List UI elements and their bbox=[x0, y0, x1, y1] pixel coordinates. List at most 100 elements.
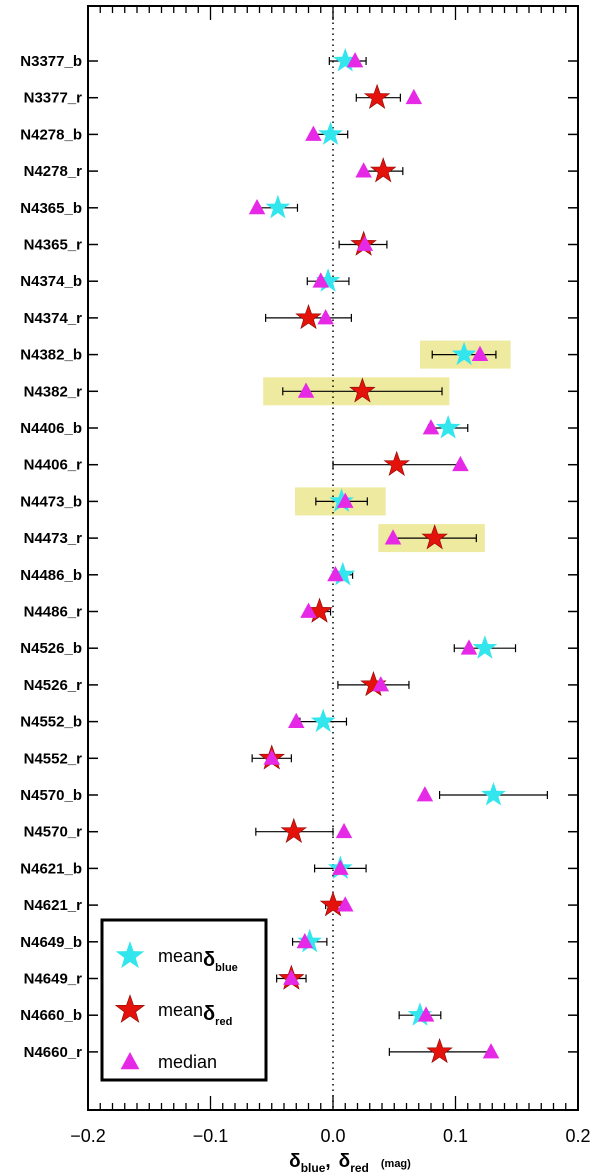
median-triangle-N4365_b bbox=[248, 198, 266, 215]
row-label-N4649_b: N4649_b bbox=[20, 934, 82, 951]
median-triangle-N3377_b bbox=[346, 52, 364, 68]
row-label-N4486_r: N4486_r bbox=[24, 604, 83, 621]
markers bbox=[248, 48, 506, 1064]
median-triangle-N4660_b bbox=[417, 1006, 435, 1022]
mean-star-N4486_b bbox=[330, 561, 356, 586]
row-label-N4486_b: N4486_b bbox=[20, 567, 82, 584]
row-label-N4365_b: N4365_b bbox=[20, 200, 82, 217]
median-triangle-N4526_b bbox=[460, 639, 478, 655]
x-axis-label-delta: δ bbox=[289, 1151, 301, 1172]
median-triangle-N4406_b bbox=[422, 419, 440, 435]
row-label-N4278_r: N4278_r bbox=[24, 163, 83, 180]
x-tick-label: 0.1 bbox=[443, 1126, 468, 1146]
legend-marker-mean_blue bbox=[115, 941, 145, 969]
mean-star-N4406_r bbox=[383, 450, 410, 476]
mean-star-N3377_b bbox=[332, 48, 358, 72]
mean-star-N4278_b bbox=[318, 121, 343, 145]
row-label-N4278_b: N4278_b bbox=[20, 126, 82, 143]
median-triangle-N4278_b bbox=[305, 125, 322, 141]
median-triangle-N4486_r bbox=[300, 602, 317, 618]
median-triangle-N4473_r bbox=[384, 529, 402, 545]
median-triangle-N4486_b bbox=[327, 565, 344, 582]
row-label-N3377_b: N3377_b bbox=[20, 53, 82, 70]
mean-star-N4406_b bbox=[435, 415, 461, 439]
mean-star-N4382_r bbox=[349, 377, 376, 403]
row-label-N4660_b: N4660_b bbox=[20, 1007, 82, 1024]
median-triangle-N4406_r bbox=[452, 455, 469, 472]
row-label-N4374_b: N4374_b bbox=[20, 273, 82, 290]
x-axis-label-unit: (mag) bbox=[381, 1158, 411, 1170]
median-triangle-N4374_b bbox=[312, 272, 329, 288]
plot-frame bbox=[87, 5, 579, 1111]
mean-star-N4278_r bbox=[369, 157, 397, 183]
legend-label-median: median bbox=[158, 1052, 217, 1072]
row-label-N4473_r: N4473_r bbox=[24, 530, 83, 547]
mean-star-N4365_b bbox=[265, 194, 291, 219]
row-label-N4649_r: N4649_r bbox=[24, 971, 83, 988]
mean-star-N4382_b bbox=[451, 341, 477, 366]
median-triangle-N4278_r bbox=[355, 162, 372, 178]
mean-star-N4526_b bbox=[472, 635, 498, 659]
mean-star-N4621_r bbox=[319, 891, 347, 917]
row-label-N4374_r: N4374_r bbox=[24, 310, 83, 327]
mean-star-N4552_b bbox=[310, 708, 336, 733]
row-label-N4526_r: N4526_r bbox=[24, 677, 83, 694]
legend-sub-mean_blue: blue bbox=[215, 962, 238, 974]
row-labels: N3377_b N3377_r N4278_b N4278_r N4365_b N4365… bbox=[20, 53, 82, 1061]
row-label-N4365_r: N4365_r bbox=[24, 237, 83, 254]
median-triangle-N4473_b bbox=[337, 492, 354, 508]
x-axis-label-blue-sub: blue bbox=[301, 1161, 326, 1175]
median-triangle-N4570_b bbox=[416, 786, 434, 802]
x-axis-label-red-sub: red bbox=[350, 1161, 369, 1175]
mean-star-N4660_r bbox=[426, 1037, 453, 1064]
median-triangle-N4382_r bbox=[297, 382, 315, 398]
median-triangle-N4570_r bbox=[335, 822, 353, 839]
mean-star-N4570_b bbox=[481, 782, 506, 806]
median-triangle-N3377_r bbox=[405, 88, 423, 105]
row-label-N4526_b: N4526_b bbox=[20, 640, 82, 657]
x-tick-label: 0.0 bbox=[320, 1126, 345, 1146]
median-triangle-N4374_r bbox=[317, 309, 334, 325]
row-label-N4406_b: N4406_b bbox=[20, 420, 82, 437]
row-label-N4382_r: N4382_r bbox=[24, 383, 83, 400]
row-label-N4382_b: N4382_b bbox=[20, 347, 82, 364]
median-triangle-N4649_b bbox=[296, 932, 314, 949]
legend-sub-mean_red: red bbox=[215, 1016, 232, 1028]
legend-delta-mean_blue: δ bbox=[203, 949, 215, 971]
mean-star-N4473_r bbox=[421, 524, 448, 550]
row-label-N4473_b: N4473_b bbox=[20, 493, 82, 510]
median-triangle-N4526_r bbox=[372, 676, 390, 692]
median-triangle-N4621_b bbox=[332, 859, 349, 875]
mean-star-N4649_b bbox=[297, 928, 323, 953]
median-triangle-N4649_r bbox=[283, 969, 300, 985]
legend-delta-mean_red: δ bbox=[203, 1003, 215, 1025]
median-triangle-N4552_b bbox=[288, 712, 305, 729]
axis-ticks bbox=[87, 6, 579, 1110]
row-label-N4570_r: N4570_r bbox=[24, 824, 83, 841]
row-label-N4621_r: N4621_r bbox=[24, 897, 83, 914]
median-triangle-N4552_r bbox=[263, 749, 280, 765]
row-label-N4621_b: N4621_b bbox=[20, 860, 82, 877]
median-triangle-N4365_r bbox=[356, 235, 374, 251]
x-tick-label: −0.2 bbox=[70, 1126, 106, 1146]
row-label-N4552_b: N4552_b bbox=[20, 714, 82, 731]
mean-star-N4374_b bbox=[315, 268, 341, 292]
mean-star-N4660_b bbox=[407, 1002, 433, 1026]
median-triangle-N4660_r bbox=[482, 1043, 500, 1059]
legend-marker-mean_red bbox=[114, 994, 146, 1023]
row-label-N4660_r: N4660_r bbox=[24, 1044, 83, 1061]
legend-marker-median bbox=[120, 1051, 140, 1070]
x-tick-labels: −0.2 −0.1 0.0 0.1 0.2 bbox=[70, 1126, 590, 1146]
mean-star-N4374_r bbox=[295, 303, 322, 330]
mean-star-N3377_r bbox=[363, 83, 391, 109]
x-axis-label-sep: , bbox=[325, 1151, 330, 1172]
median-triangle-N4382_b bbox=[471, 345, 489, 362]
x-axis-label-delta-2: δ bbox=[339, 1151, 351, 1172]
x-tick-label: 0.2 bbox=[565, 1126, 590, 1146]
x-axis-label: δblue, δred (mag) bbox=[289, 1151, 411, 1175]
row-label-N4570_b: N4570_b bbox=[20, 787, 82, 804]
mean-star-N4570_r bbox=[280, 817, 308, 843]
